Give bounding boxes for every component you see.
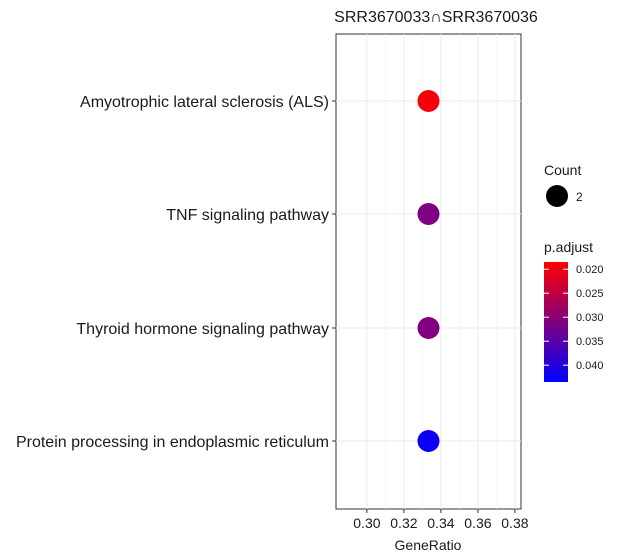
color-bar bbox=[544, 262, 568, 382]
colorbar-tick-label: 0.025 bbox=[576, 288, 604, 300]
x-tick-label: 0.30 bbox=[353, 515, 380, 531]
data-point bbox=[417, 203, 440, 225]
data-points bbox=[417, 90, 440, 452]
legend-count-dot bbox=[546, 185, 568, 207]
colorbar-tick-label: 0.040 bbox=[576, 360, 604, 372]
x-tick-label: 0.36 bbox=[464, 515, 491, 531]
chart-title: SRR3670033∩SRR3670036 bbox=[334, 9, 538, 26]
x-tick-label: 0.38 bbox=[501, 515, 528, 531]
colorbar-tick-label: 0.030 bbox=[576, 312, 604, 324]
x-tick-label: 0.34 bbox=[427, 515, 454, 531]
legend-count: Count 2 bbox=[544, 162, 583, 207]
data-point bbox=[417, 90, 440, 112]
colorbar-tick-label: 0.035 bbox=[576, 336, 604, 348]
legend-padjust-title: p.adjust bbox=[544, 239, 593, 255]
x-axis: 0.30 0.32 0.34 0.36 0.38 bbox=[353, 509, 529, 531]
colorbar-tick-label: 0.020 bbox=[576, 264, 604, 276]
x-axis-label: GeneRatio bbox=[395, 537, 462, 553]
y-axis: Amyotrophic lateral sclerosis (ALS) TNF s… bbox=[16, 94, 336, 451]
y-tick-label: Thyroid hormone signaling pathway bbox=[76, 321, 329, 338]
y-tick-label: Amyotrophic lateral sclerosis (ALS) bbox=[80, 94, 329, 111]
y-tick-label: TNF signaling pathway bbox=[166, 207, 329, 224]
legend-count-value: 2 bbox=[576, 190, 583, 204]
data-point bbox=[417, 430, 440, 452]
y-tick-label: Protein processing in endoplasmic reticu… bbox=[16, 434, 329, 451]
legend-count-title: Count bbox=[544, 162, 581, 178]
x-tick-label: 0.32 bbox=[390, 515, 417, 531]
legend-padjust: p.adjust 0.020 0.025 0.030 0.035 0.040 bbox=[544, 239, 604, 382]
data-point bbox=[417, 317, 440, 339]
